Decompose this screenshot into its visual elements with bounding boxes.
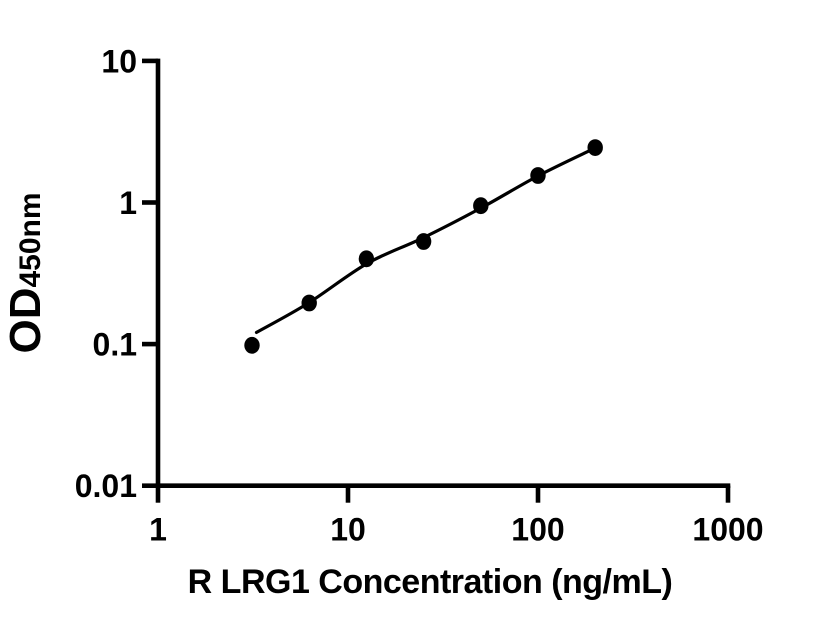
x-tick-label: 1000 — [692, 512, 763, 548]
data-point — [244, 336, 260, 354]
x-axis-title: R LRG1 Concentration (ng/mL) — [187, 563, 673, 601]
y-tick-label: 10 — [101, 43, 137, 79]
x-tick-label: 1 — [149, 512, 167, 548]
y-axis-title-subscript: 450nm — [14, 192, 47, 288]
data-point — [587, 139, 603, 157]
data-point — [415, 233, 432, 250]
data-point — [473, 197, 489, 215]
y-tick-label: 1 — [119, 185, 137, 221]
y-tick-label: 0.1 — [93, 327, 137, 363]
data-point — [530, 167, 546, 184]
data-point — [358, 250, 375, 268]
x-tick-label: 100 — [511, 512, 564, 548]
y-axis-title: OD450nm — [1, 192, 50, 354]
y-axis-title-main: OD — [1, 287, 50, 354]
data-point — [301, 294, 317, 312]
y-tick-label: 0.01 — [75, 468, 137, 504]
x-tick-label: 10 — [330, 512, 366, 548]
